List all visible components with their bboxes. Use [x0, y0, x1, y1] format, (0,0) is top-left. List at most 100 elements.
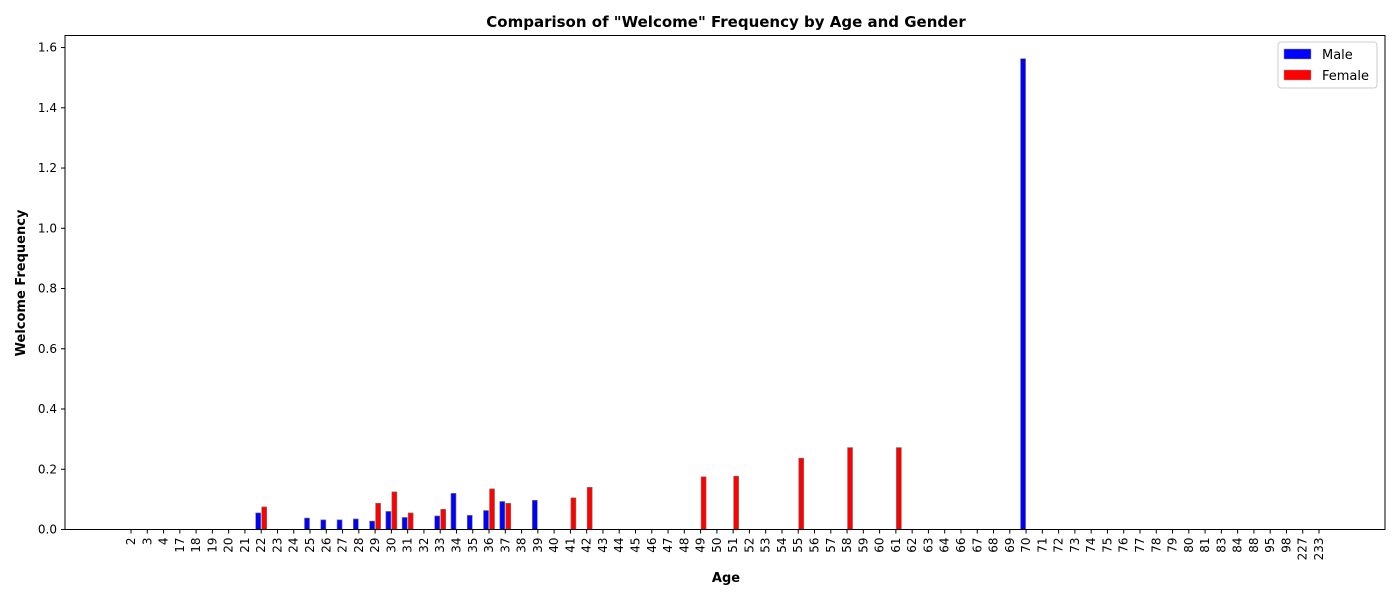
y-ticks-group: 0.0 0.2 0.4 0.6 0.8 1.0 1.2 1.4 1.6 [38, 41, 65, 537]
bar-male-age-31 [401, 517, 408, 530]
x-tick-label: 41 [563, 538, 577, 553]
x-tick-label: 3 [140, 538, 154, 546]
x-tick-label: 24 [287, 538, 301, 553]
legend-label-male: Male [1322, 48, 1353, 63]
x-tick-label: 40 [547, 538, 561, 553]
bar-male-age-25 [304, 517, 310, 530]
plot-frame [64, 35, 1386, 530]
x-tick-label: 17 [173, 538, 187, 553]
y-tick-label: 1.6 [38, 41, 57, 55]
x-tick-label: 22 [254, 538, 268, 553]
bar-female-age-55 [798, 457, 805, 530]
bar-male-age-28 [353, 518, 359, 530]
x-tick-label: 83 [1214, 538, 1228, 553]
x-tick-label: 54 [775, 538, 789, 553]
bar-female-age-36 [489, 488, 495, 530]
bar-female-age-30 [391, 491, 398, 530]
bar-male-age-26 [320, 519, 327, 530]
x-tick-label: 53 [759, 538, 773, 553]
x-tick-label: 81 [1198, 538, 1212, 553]
x-tick-label: 35 [466, 538, 480, 553]
x-tick-label: 79 [1166, 538, 1180, 553]
bar-female-age-51 [733, 475, 739, 530]
bars-group [255, 58, 1026, 530]
x-tick-label: 39 [531, 538, 545, 553]
x-tick-label: 4 [157, 538, 171, 546]
x-tick-label: 43 [596, 538, 610, 553]
x-tick-label: 58 [840, 538, 854, 553]
x-tick-label: 75 [1100, 538, 1114, 553]
x-tick-label: 29 [368, 538, 382, 553]
bar-female-age-41 [570, 497, 577, 530]
bar-male-age-36 [483, 510, 489, 530]
x-tick-label: 61 [889, 538, 903, 553]
bar-female-age-33 [440, 509, 447, 530]
x-tick-label: 31 [401, 538, 415, 553]
x-tick-label: 26 [319, 538, 333, 553]
x-tick-label: 48 [677, 538, 691, 553]
legend-swatch-male [1283, 48, 1312, 60]
y-tick-label: 0.0 [38, 523, 57, 537]
bar-female-age-61 [896, 447, 902, 530]
x-tick-label: 84 [1231, 538, 1245, 553]
x-tick-label: 66 [954, 538, 968, 553]
x-axis-label: Age [712, 571, 740, 586]
bar-female-age-29 [375, 502, 381, 530]
y-tick-label: 1.0 [38, 221, 57, 235]
x-tick-label: 76 [1117, 538, 1131, 553]
y-tick-label: 0.2 [38, 462, 57, 476]
x-tick-label: 49 [694, 538, 708, 553]
x-tick-label: 233 [1312, 538, 1326, 561]
chart-title: Comparison of "Welcome" Frequency by Age… [486, 13, 966, 31]
bar-female-age-58 [847, 447, 853, 530]
bar-male-age-30 [385, 511, 392, 530]
bar-male-age-70 [1020, 58, 1026, 530]
x-ticks-group: 2 3 4 17 18 19 20 21 22 23 24 25 26 27 28 29 30 31 32 33 34 3… [124, 529, 1326, 561]
x-tick-label: 50 [710, 538, 724, 553]
x-tick-label: 20 [222, 538, 236, 553]
x-tick-label: 23 [270, 538, 284, 553]
x-tick-label: 37 [498, 538, 512, 553]
bar-male-age-27 [336, 519, 343, 530]
x-tick-label: 2 [124, 538, 138, 546]
x-tick-label: 68 [987, 538, 1001, 553]
x-tick-label: 47 [661, 538, 675, 553]
x-tick-label: 33 [433, 538, 447, 553]
bar-male-age-22 [255, 512, 261, 530]
bar-female-age-42 [586, 487, 593, 530]
x-tick-label: 55 [791, 538, 805, 553]
x-tick-label: 28 [352, 538, 366, 553]
bar-female-age-49 [700, 476, 707, 530]
x-tick-label: 30 [384, 538, 398, 553]
y-tick-label: 0.4 [38, 402, 57, 416]
x-tick-label: 32 [417, 538, 431, 553]
x-tick-label: 227 [1296, 538, 1310, 561]
x-tick-label: 88 [1247, 538, 1261, 553]
bar-male-age-33 [434, 515, 441, 530]
legend: Male Female [1277, 41, 1378, 89]
y-tick-label: 1.2 [38, 161, 57, 175]
x-tick-label: 45 [628, 538, 642, 553]
x-tick-label: 19 [205, 538, 219, 553]
y-axis-label: Welcome Frequency [14, 209, 29, 356]
bar-male-age-34 [450, 493, 457, 530]
x-tick-label: 71 [1035, 538, 1049, 553]
x-tick-label: 70 [1019, 538, 1033, 553]
bar-male-age-35 [466, 515, 473, 530]
x-tick-label: 56 [808, 538, 822, 553]
x-tick-label: 25 [303, 538, 317, 553]
x-tick-label: 59 [856, 538, 870, 553]
x-tick-label: 21 [238, 538, 252, 553]
x-tick-label: 98 [1279, 538, 1293, 553]
x-tick-label: 34 [449, 538, 463, 553]
x-tick-label: 42 [580, 538, 594, 553]
x-tick-label: 72 [1052, 538, 1066, 553]
x-tick-label: 36 [482, 538, 496, 553]
x-tick-label: 52 [742, 538, 756, 553]
x-tick-label: 80 [1182, 538, 1196, 553]
x-tick-label: 46 [645, 538, 659, 553]
x-tick-label: 63 [921, 538, 935, 553]
y-tick-label: 0.6 [38, 342, 57, 356]
